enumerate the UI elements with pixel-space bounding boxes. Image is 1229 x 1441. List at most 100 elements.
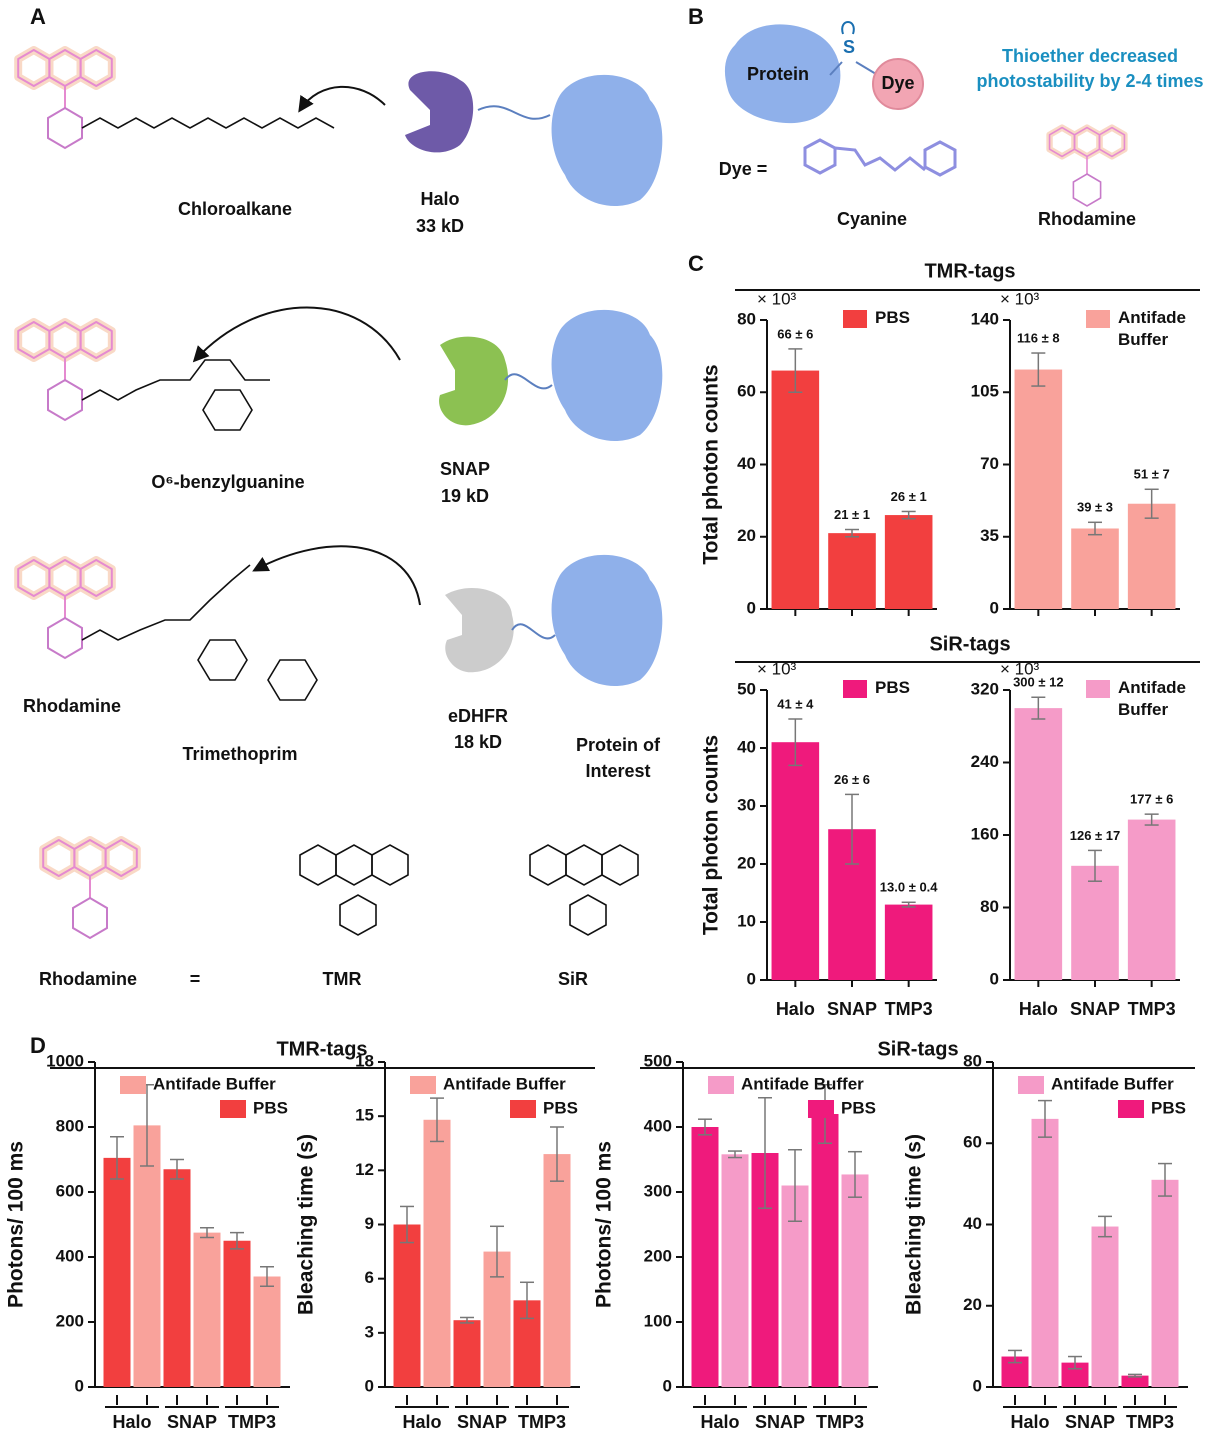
y-tick-label: 0	[365, 1376, 374, 1395]
value-label: 116 ± 8	[1017, 330, 1060, 345]
legend-swatch	[1086, 310, 1110, 328]
error-bar	[1031, 352, 1046, 387]
error-bar	[1088, 521, 1102, 536]
bar	[1127, 819, 1176, 980]
y-tick-label: 40	[737, 454, 756, 473]
legend-swatch	[220, 1100, 246, 1118]
y-tick-label: 12	[355, 1160, 374, 1179]
protein-label-box: Protein of Interest	[576, 735, 660, 781]
y-tick-label: 320	[971, 679, 999, 698]
bar	[393, 1224, 421, 1387]
y-tick-label: 0	[747, 598, 756, 617]
equals: =	[190, 969, 201, 989]
y-axis-label: Bleaching time (s)	[295, 1134, 318, 1315]
error-bar	[1098, 1215, 1112, 1238]
dye-name: TMR	[323, 969, 362, 989]
y-tick-label: 0	[990, 969, 999, 988]
bar	[453, 1320, 481, 1387]
legend-label: PBS	[875, 308, 910, 327]
dye-name: Cyanine	[837, 209, 907, 229]
bar	[1091, 1226, 1119, 1387]
note-box: Thioether decreased photostability by 2-…	[976, 46, 1204, 91]
section-header: SiR-tags	[877, 1038, 958, 1060]
error-bar	[758, 1097, 772, 1209]
error-bar	[1008, 1349, 1022, 1364]
y-tick-label: 0	[663, 1376, 672, 1395]
y-tick-label: 35	[980, 526, 999, 545]
value-label: 21 ± 1	[834, 507, 870, 522]
y-tick-label: 15	[355, 1106, 374, 1125]
y-tick-label: 0	[990, 598, 999, 617]
section-header: TMR-tags	[276, 1038, 367, 1060]
y-tick-label: 160	[971, 824, 999, 843]
bar	[828, 533, 876, 609]
y-tick-label: 200	[56, 1311, 84, 1330]
y-tick-label: 400	[56, 1246, 84, 1265]
error-bar	[845, 793, 859, 865]
tag-name: eDHFR	[448, 706, 508, 726]
y-tick-label: 80	[963, 1051, 982, 1070]
x-tick-label: SNAP	[457, 1412, 507, 1432]
y-tick-label: 30	[737, 795, 756, 814]
legend-label: PBS	[875, 678, 910, 697]
dye-label: Rhodamine	[39, 969, 137, 989]
legend-swatch	[120, 1076, 146, 1094]
legend-swatch	[808, 1100, 834, 1118]
dye-label: Rhodamine	[23, 696, 121, 716]
legend-box: PBS	[875, 308, 910, 327]
y-tick-label: 20	[963, 1295, 982, 1314]
bar	[771, 370, 820, 609]
error-bar	[550, 1126, 564, 1182]
panel-label: A	[30, 4, 46, 29]
y-tick-label: 1000	[46, 1051, 84, 1070]
y-tick-label: 500	[644, 1051, 672, 1070]
legend-label: Antifade Buffer	[741, 1074, 864, 1093]
value-label: 41 ± 4	[777, 696, 814, 711]
legend-box: PBS	[875, 678, 910, 697]
error-bar	[1031, 696, 1046, 720]
error-bar	[788, 718, 803, 767]
value-label: 66 ± 6	[777, 326, 813, 341]
y-tick-label: 60	[737, 382, 756, 401]
y-tick-label: 400	[644, 1116, 672, 1135]
y-tick-label: 80	[980, 897, 999, 916]
error-bar	[1144, 813, 1159, 826]
y-tick-label: 50	[737, 679, 756, 698]
note: Thioether decreased photostability by 2-…	[976, 46, 1204, 91]
x-tick-label: SNAP	[1070, 999, 1120, 1019]
legend-box: Antifade Buffer	[1118, 678, 1186, 719]
bar	[253, 1276, 281, 1387]
x-tick-label: Halo	[700, 1412, 739, 1432]
y-tick-label: 10	[737, 911, 756, 930]
y-multiplier: × 10³	[757, 659, 797, 678]
y-axis-label: Total photon counts	[700, 364, 723, 564]
tag-size: 18 kD	[454, 732, 502, 752]
ligand-label: Chloroalkane	[178, 199, 292, 219]
error-bar	[170, 1158, 184, 1180]
y-tick-label: 0	[973, 1376, 982, 1395]
y-tick-label: 9	[365, 1214, 374, 1233]
error-bar	[1144, 488, 1159, 519]
error-bar	[1038, 1099, 1052, 1138]
legend-label: PBS	[1151, 1098, 1186, 1117]
bar	[423, 1119, 451, 1387]
y-tick-label: 80	[737, 309, 756, 328]
x-tick-label: Halo	[1010, 1412, 1049, 1432]
x-tick-label: TMP3	[1126, 1412, 1174, 1432]
value-label: 177 ± 6	[1130, 792, 1173, 807]
error-bar	[788, 1149, 802, 1222]
y-tick-label: 70	[980, 454, 999, 473]
y-tick-label: 300	[644, 1181, 672, 1200]
legend-label: Antifade Buffer	[443, 1074, 566, 1093]
dye-definition: Dye =	[719, 159, 768, 179]
error-bar	[901, 901, 916, 908]
value-label: 51 ± 7	[1134, 467, 1170, 482]
y-tick-label: 3	[365, 1322, 374, 1341]
y-tick-label: 0	[747, 969, 756, 988]
error-bar	[728, 1150, 742, 1159]
value-label: 13.0 ± 0.4	[880, 880, 939, 895]
legend-box: Antifade Buffer	[1118, 308, 1186, 349]
x-tick-label: Halo	[112, 1412, 151, 1432]
tag-size: 33 kD	[416, 216, 464, 236]
